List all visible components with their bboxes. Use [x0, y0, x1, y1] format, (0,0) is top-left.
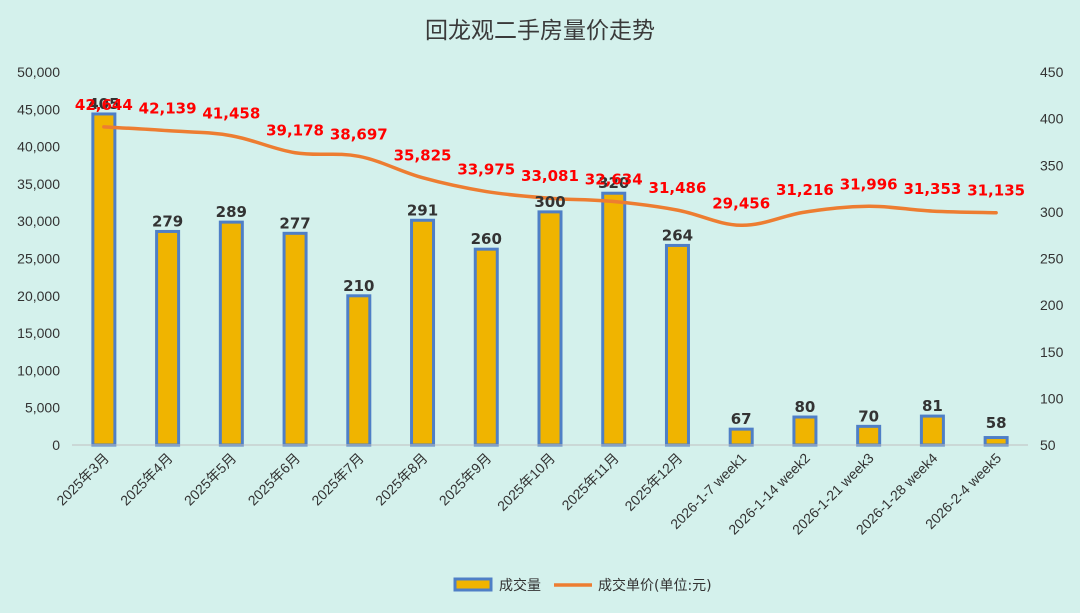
price-data-label: 33,081 — [521, 167, 579, 185]
volume-data-label: 279 — [152, 212, 183, 230]
volume-data-label: 58 — [986, 414, 1007, 432]
volume-data-label: 405 — [88, 95, 119, 113]
volume-bar — [218, 220, 244, 447]
volume-data-label: 67 — [731, 410, 752, 428]
volume-data-label: 289 — [216, 203, 247, 221]
volume-bar — [664, 243, 690, 447]
price-data-label: 31,216 — [776, 181, 834, 199]
y-axis-right: 50 100 150 200 250 300 350 400 450 — [1040, 64, 1064, 453]
legend: 成交量 成交单价(单位:元) — [453, 577, 712, 594]
y-left-tick-label: 25,000 — [17, 251, 60, 267]
x-category-label: 2025年4月 — [117, 450, 176, 509]
price-data-label: 29,456 — [712, 194, 770, 212]
y-right-tick-label: 450 — [1040, 64, 1064, 80]
price-data-label: 31,135 — [967, 182, 1025, 200]
y-left-tick-label: 10,000 — [17, 362, 60, 378]
y-left-tick-label: 40,000 — [17, 139, 60, 155]
volume-bar — [856, 424, 882, 447]
y-right-tick-label: 100 — [1040, 390, 1064, 406]
price-data-label: 42,139 — [139, 100, 197, 118]
x-category-label: 2025年10月 — [494, 450, 558, 514]
x-axis-categories: 2025年3月 2025年4月 2025年5月 2025年6月 2025年7月 2025年… — [53, 450, 1004, 538]
y-right-tick-label: 250 — [1040, 251, 1064, 267]
volume-bar — [91, 112, 117, 447]
x-category-label: 2025年5月 — [181, 450, 240, 509]
price-data-label: 35,825 — [394, 147, 452, 165]
x-category-label: 2025年6月 — [245, 450, 304, 509]
x-category-label: 2025年7月 — [308, 450, 367, 509]
y-right-tick-label: 150 — [1040, 344, 1064, 360]
volume-data-label: 320 — [598, 174, 629, 192]
x-category-label: 2025年9月 — [436, 450, 495, 509]
volume-bar — [601, 191, 627, 447]
y-left-tick-label: 0 — [52, 437, 60, 453]
legend-volume-swatch — [453, 577, 493, 592]
volume-bars — [91, 112, 1009, 447]
price-data-label: 38,697 — [330, 125, 388, 143]
price-data-label: 33,975 — [457, 161, 515, 179]
y-axis-left: 0 5,000 10,000 15,000 20,000 25,000 30,000 35,0… — [17, 64, 60, 453]
volume-bar — [473, 247, 499, 447]
y-right-tick-label: 50 — [1040, 437, 1056, 453]
volume-data-label: 81 — [922, 397, 943, 415]
price-data-label: 31,996 — [840, 175, 898, 193]
volume-data-label: 300 — [534, 193, 565, 211]
price-labels: 42,644 42,139 41,458 39,178 38,697 35,825 33,9… — [75, 96, 1025, 212]
volume-bar — [282, 231, 308, 447]
legend-volume-label: 成交量 — [499, 577, 541, 594]
y-left-tick-label: 45,000 — [17, 101, 60, 117]
volume-labels: 405 279 289 277 210 291 260 300 320 264 67 80 70 81 58 — [88, 95, 1006, 432]
legend-price-label: 成交单价(单位:元) — [598, 577, 712, 594]
volume-bar — [728, 427, 754, 447]
price-data-label: 39,178 — [266, 122, 324, 140]
x-category-label: 2025年8月 — [372, 450, 431, 509]
y-right-tick-label: 300 — [1040, 204, 1064, 220]
volume-bar — [983, 436, 1009, 447]
x-category-label: 2025年12月 — [621, 450, 685, 514]
volume-bar — [346, 294, 372, 447]
x-category-label: 2025年3月 — [53, 450, 112, 509]
volume-data-label: 291 — [407, 201, 438, 219]
volume-data-label: 260 — [471, 230, 502, 248]
volume-data-label: 210 — [343, 277, 374, 295]
price-data-label: 32,634 — [585, 171, 643, 189]
volume-bar — [537, 210, 563, 447]
price-line-series — [102, 125, 998, 228]
y-left-tick-label: 5,000 — [25, 400, 60, 416]
y-left-tick-label: 30,000 — [17, 213, 60, 229]
price-data-label: 41,458 — [202, 105, 260, 123]
price-line — [102, 125, 998, 228]
chart-title: 回龙观二手房量价走势 — [425, 18, 655, 44]
volume-data-label: 277 — [279, 214, 310, 232]
y-left-tick-label: 50,000 — [17, 64, 60, 80]
y-left-tick-label: 20,000 — [17, 288, 60, 304]
y-right-tick-label: 350 — [1040, 157, 1064, 173]
y-left-tick-label: 15,000 — [17, 325, 60, 341]
volume-bar — [410, 218, 436, 447]
y-right-tick-label: 200 — [1040, 297, 1064, 313]
volume-bar — [919, 414, 945, 447]
volume-data-label: 80 — [794, 398, 815, 416]
volume-data-label: 70 — [858, 407, 879, 425]
x-category-label: 2025年11月 — [558, 450, 621, 513]
volume-bar — [792, 415, 818, 447]
volume-bar — [155, 229, 181, 447]
volume-data-label: 264 — [662, 226, 693, 244]
price-data-label: 42,644 — [75, 96, 133, 114]
price-data-label: 31,353 — [903, 180, 961, 198]
y-left-tick-label: 35,000 — [17, 176, 60, 192]
price-data-label: 31,486 — [649, 179, 707, 197]
y-right-tick-label: 400 — [1040, 111, 1064, 127]
